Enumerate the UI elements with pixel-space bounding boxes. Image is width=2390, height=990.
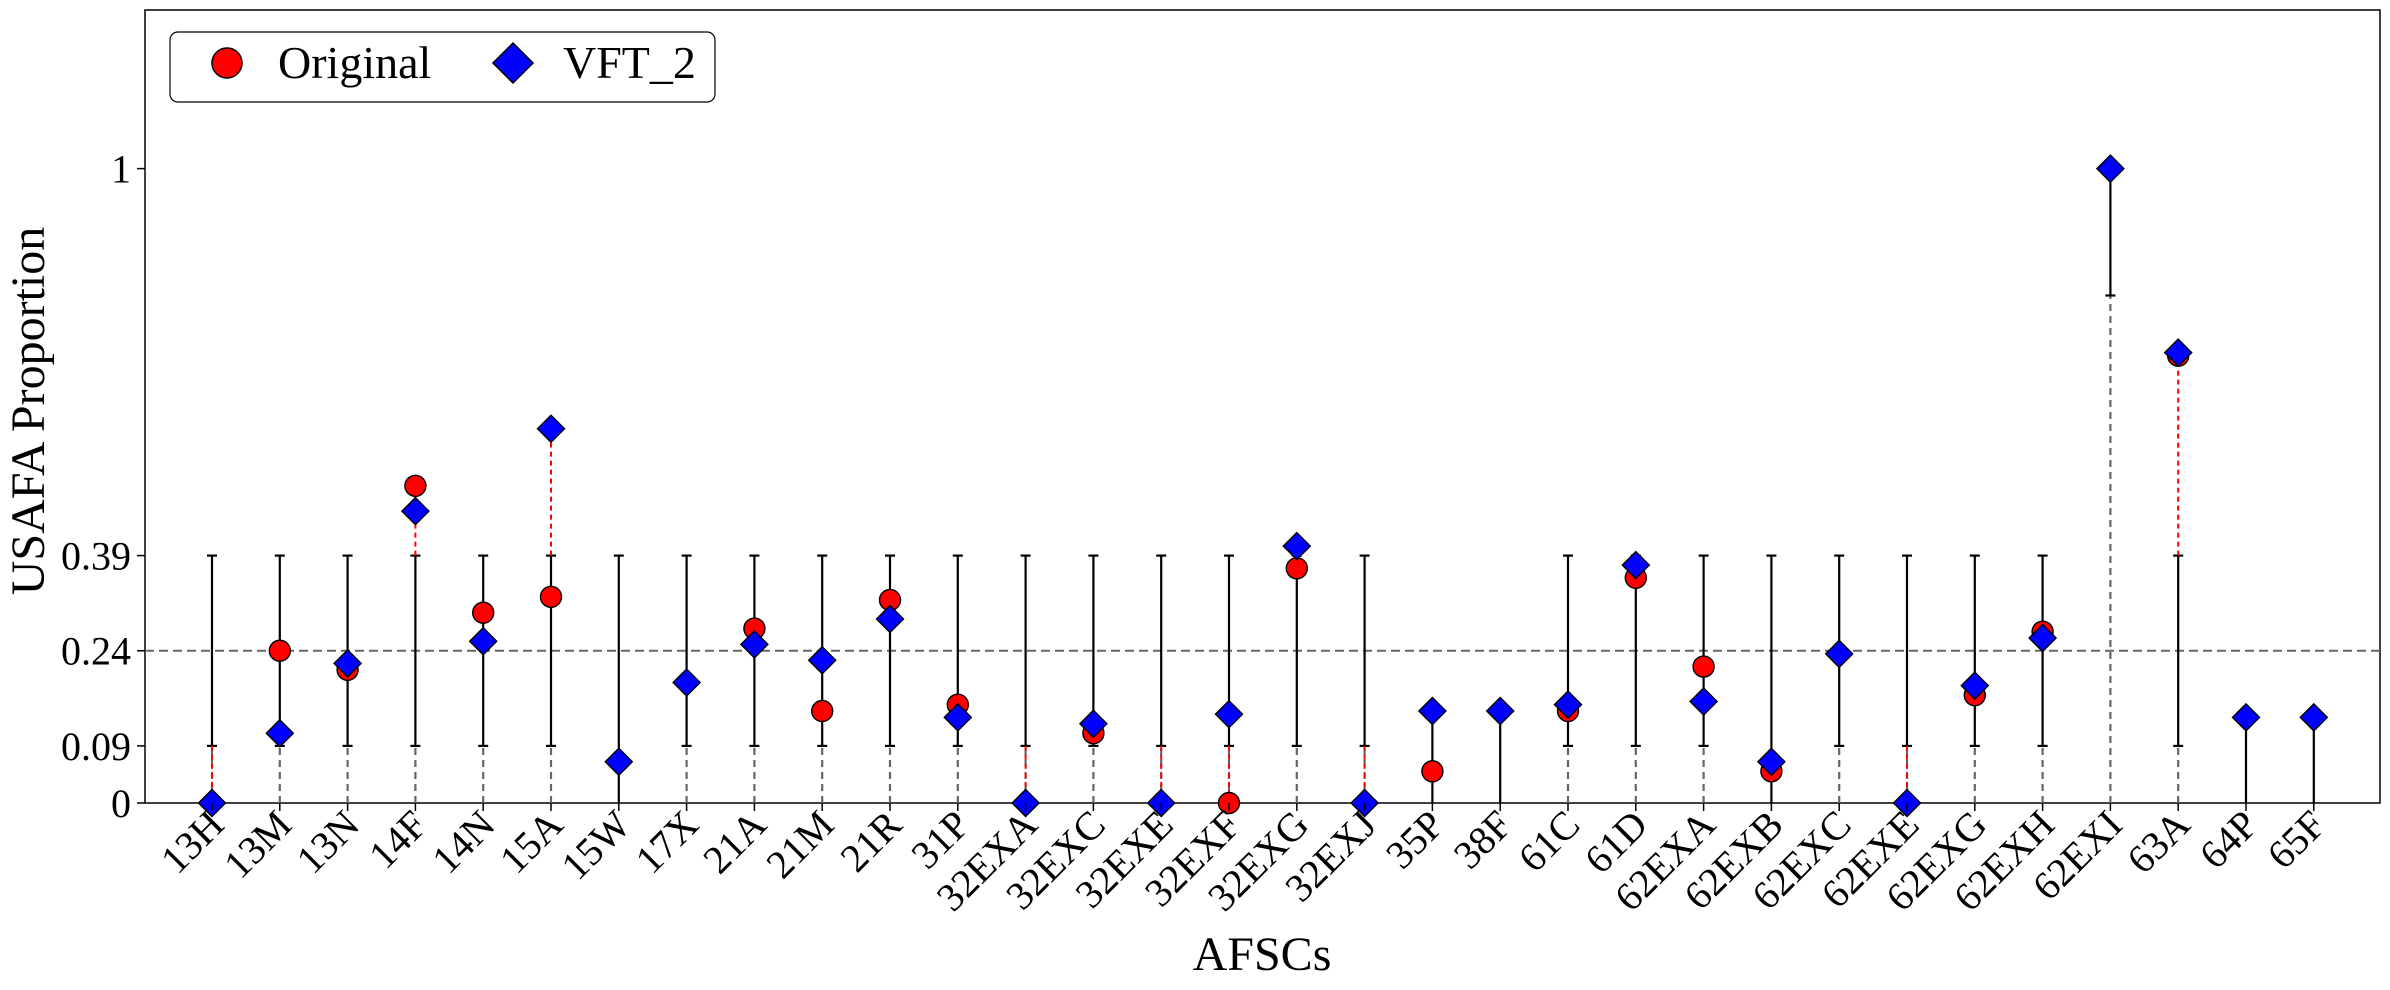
range-lines	[207, 167, 2319, 803]
marker-vft2	[333, 648, 363, 678]
marker-vft2	[672, 667, 702, 697]
y-tick-label: 0	[111, 781, 131, 826]
marker-vft2	[943, 702, 973, 732]
y-tick-label: 0.09	[61, 724, 131, 769]
marker-vft2	[1960, 671, 1990, 701]
marker-vft2	[1485, 696, 1515, 726]
legend: Original VFT_2	[169, 31, 716, 103]
marker-vft2	[604, 747, 634, 777]
x-tick-label: 61C	[1509, 802, 1588, 881]
x-tick-label: 14N	[423, 802, 504, 883]
legend-marker-vft2	[491, 41, 535, 85]
marker-vft2	[265, 718, 295, 748]
marker-vft2	[2163, 338, 2193, 368]
legend-box	[169, 31, 716, 103]
marker-vft2	[1553, 690, 1583, 720]
x-tick-label: 17X	[626, 801, 707, 882]
marker-vft2	[1756, 747, 1786, 777]
x-tick-label: 21A	[694, 801, 775, 882]
series-vft2-markers	[197, 154, 2329, 818]
difference-connectors	[211, 352, 2180, 803]
marker-vft2	[2299, 702, 2329, 732]
x-tick-label: 21M	[757, 802, 842, 887]
marker-vft2	[1824, 639, 1854, 669]
marker-original	[539, 585, 563, 609]
legend-label-original: Original	[278, 37, 431, 88]
legend-label-vft2: VFT_2	[563, 37, 696, 88]
x-tick-label: 13M	[215, 802, 300, 887]
marker-original	[268, 639, 291, 662]
legend-marker-original	[211, 47, 243, 79]
x-tick-label: 63A	[2118, 801, 2199, 882]
x-tick-label: 14F	[360, 802, 436, 878]
y-axis: 0 0.09 0.24 0.39 1	[61, 147, 145, 826]
y-tick-label: 0.39	[61, 534, 131, 579]
marker-original	[404, 474, 427, 497]
x-tick-label: 21R	[831, 801, 910, 880]
marker-vft2	[400, 496, 430, 526]
plot-frame	[144, 9, 2381, 804]
marker-vft2	[1417, 696, 1447, 726]
x-axis-label: AFSCs	[1193, 928, 1332, 981]
marker-vft2	[2095, 154, 2125, 184]
x-tick-label: 13N	[287, 802, 368, 883]
marker-original	[1285, 557, 1309, 580]
y-tick-label: 0.24	[61, 629, 131, 674]
x-tick-label: 15W	[552, 801, 639, 888]
x-tick-label: 15A	[491, 801, 572, 882]
x-tick-label: 13H	[152, 802, 233, 883]
x-tick-label: 38F	[1445, 802, 1521, 878]
marker-vft2	[739, 629, 769, 659]
x-tick-label: 64P	[2191, 802, 2267, 878]
marker-vft2	[468, 626, 498, 656]
marker-vft2	[807, 645, 837, 675]
marker-original	[1421, 760, 1444, 783]
marker-vft2	[875, 604, 905, 634]
marker-vft2	[1689, 687, 1719, 716]
x-axis: 13H13M13N14F14N15A15W17X21A21M21R31P32EX…	[152, 801, 2334, 919]
marker-vft2	[2231, 702, 2261, 732]
marker-original	[811, 699, 834, 723]
marker-original	[1692, 655, 1715, 678]
x-tick-label: 65F	[2258, 802, 2334, 878]
marker-vft2	[1078, 709, 1108, 739]
marker-vft2	[1214, 699, 1244, 729]
y-axis-label: USAFA Proportion	[2, 227, 55, 596]
marker-vft2	[536, 414, 566, 444]
marker-vft2	[1621, 550, 1651, 580]
plot-area	[144, 9, 2381, 804]
y-tick-label: 1	[111, 147, 131, 192]
marker-vft2	[2028, 623, 2058, 653]
marker-vft2	[1282, 531, 1312, 561]
x-tick-label: 35P	[1377, 802, 1453, 878]
marker-original	[472, 601, 495, 624]
